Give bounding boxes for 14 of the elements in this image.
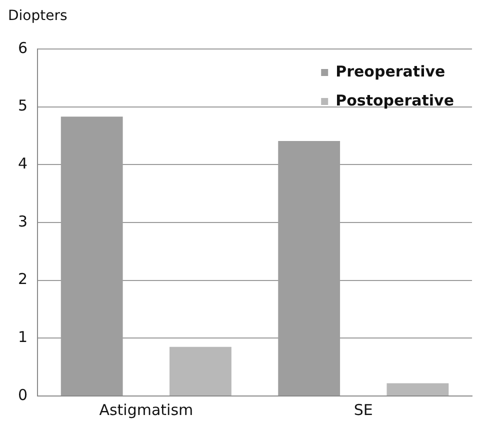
y-tick-label: 5 bbox=[18, 96, 28, 115]
y-axis-title: Diopters bbox=[8, 8, 68, 26]
legend-label: Postoperative bbox=[336, 91, 454, 110]
y-tick-label: 3 bbox=[18, 212, 28, 230]
legend-label: Preoperative bbox=[336, 62, 446, 80]
y-tick-label: 0 bbox=[18, 386, 28, 404]
bar bbox=[170, 346, 232, 396]
y-tick-label: 6 bbox=[18, 38, 28, 57]
y-tick-label: 2 bbox=[18, 270, 28, 288]
y-tick-label: 1 bbox=[18, 328, 28, 346]
y-tick-label: 4 bbox=[18, 154, 28, 173]
x-tick-label: SE bbox=[354, 400, 373, 419]
x-tick-label: Astigmatism bbox=[99, 400, 194, 419]
bar bbox=[386, 383, 449, 396]
